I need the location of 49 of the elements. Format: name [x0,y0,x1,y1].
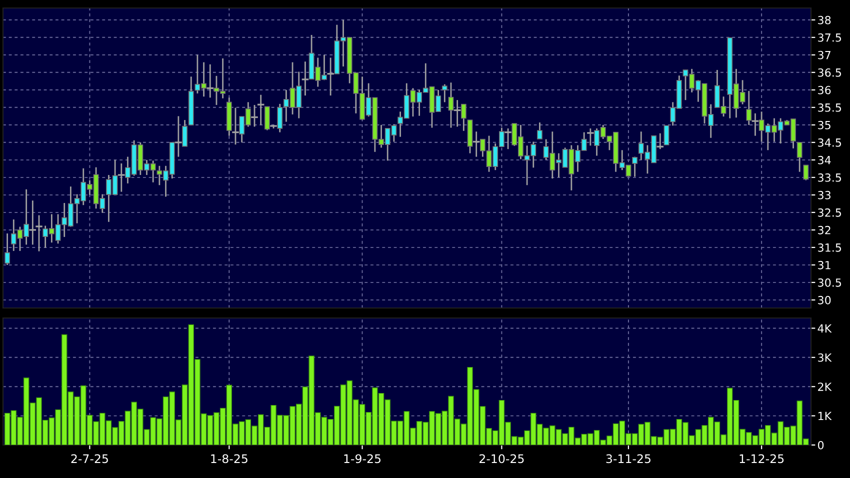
y-tick-label: 37 [818,50,830,60]
y-tick-label: 1K [818,412,832,420]
candlestick [118,162,125,192]
y-tick-label: 33 [818,190,830,200]
candlestick [251,104,258,128]
candlestick [537,122,542,140]
candlestick [504,128,512,150]
y-tick-label: 36 [818,86,831,94]
y-tick-label: 37.5 [818,33,842,42]
y-tick-label: 33.5 [818,173,842,182]
y-tick-label: 32.5 [818,208,842,217]
x-tick-label: 2-10-25 [480,454,524,464]
y-tick-label: 38 [818,16,831,24]
candlestick [327,57,334,96]
candlestick [206,64,214,98]
candlestick [656,132,664,150]
candlestick [587,128,594,146]
x-tick-label: 1-12-25 [740,454,784,464]
x-tick-label: 1-8-25 [211,454,248,464]
candlestick [796,142,802,173]
x-tick-label: 1-9-25 [344,454,381,464]
y-tick-label: 0 [818,440,824,450]
y-tick-label: 31.5 [818,243,842,252]
y-tick-label: 2K [818,382,832,391]
candlestick [302,60,309,96]
y-tick-label: 34 [818,156,831,164]
y-tick-label: 30.5 [818,278,842,287]
candlestick [472,130,480,158]
y-tick-label: 3K [818,353,832,362]
candlestick [442,84,448,103]
candlestick [257,94,264,126]
candlestick [4,232,10,266]
candlestick [752,112,759,136]
candlestick [632,156,638,178]
candlestick [232,107,239,146]
candlestick [803,164,809,181]
y-tick-label: 30 [818,296,831,304]
y-tick-label: 32 [818,226,830,234]
candlestick [664,125,670,146]
candlestick [454,99,461,128]
y-tick-label: 35 [818,120,830,130]
y-tick-label: 31 [818,260,830,270]
x-tick-label: 3-11-25 [606,454,650,464]
y-tick-label: 4K [818,324,832,332]
y-tick-label: 35.5 [818,103,842,112]
x-tick-label: 2-7-25 [71,454,108,464]
y-tick-label: 36.5 [818,68,842,77]
y-tick-label: 34.5 [818,138,842,147]
candlestick [175,115,182,158]
